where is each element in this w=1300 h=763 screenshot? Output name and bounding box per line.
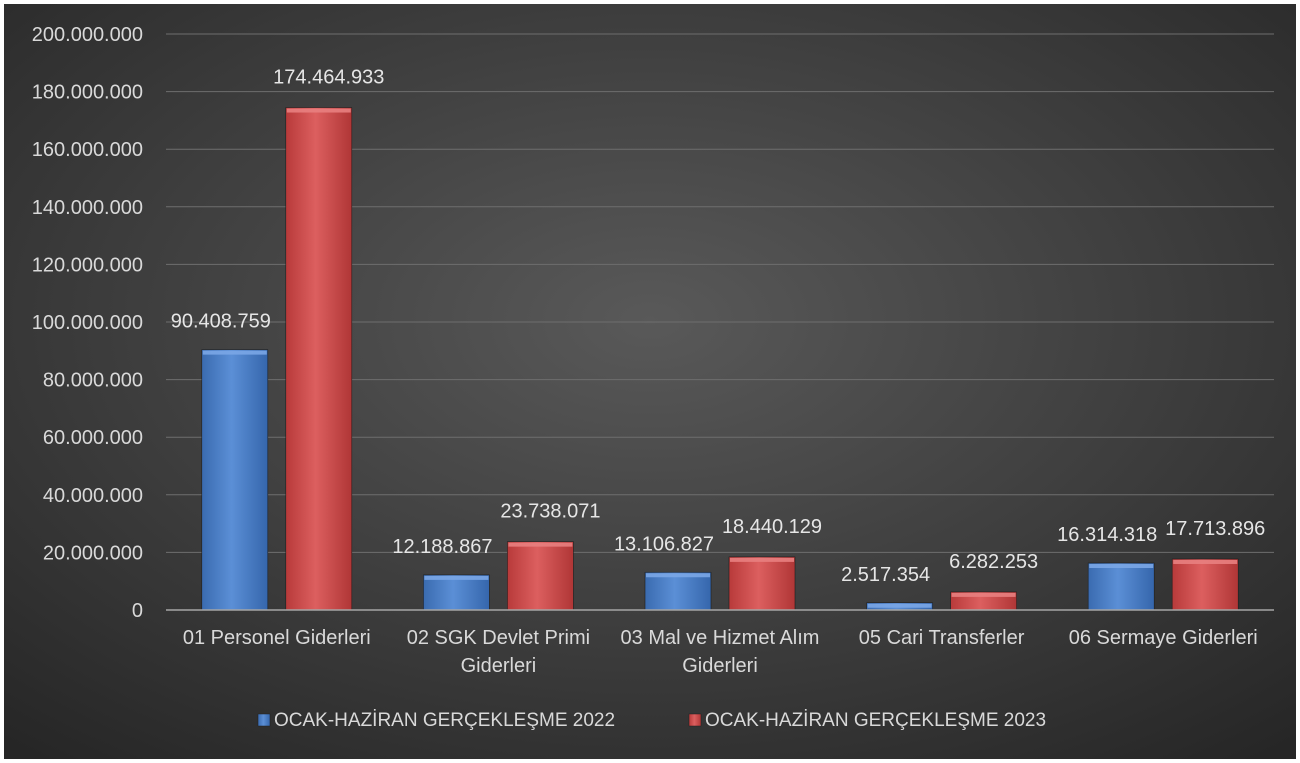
data-label: 90.408.759: [171, 311, 271, 333]
data-label: 174.464.933: [273, 67, 384, 89]
data-label: 6.282.253: [949, 551, 1038, 573]
y-tick-label: 60.000.000: [43, 427, 143, 449]
data-label: 17.713.896: [1165, 518, 1265, 540]
bar-2023: [1171, 558, 1239, 611]
legend-label: OCAK-HAZİRAN GERÇEKLEŞME 2022: [274, 710, 615, 731]
bar-top-bevel: [286, 108, 351, 113]
x-category-label: 06 Sermaye Giderleri: [1069, 627, 1258, 649]
y-tick-label: 200.000.000: [32, 24, 143, 46]
y-tick-label: 20.000.000: [43, 542, 143, 564]
x-category-label: Giderleri: [682, 655, 758, 677]
x-category-label: 01 Personel Giderleri: [183, 627, 371, 649]
x-category-label: 02 SGK Devlet Primi: [407, 627, 590, 649]
bar-top-bevel: [508, 542, 573, 547]
bars: [201, 107, 1239, 611]
data-label: 18.440.129: [722, 516, 822, 538]
y-tick-label: 0: [132, 600, 143, 622]
legend-swatch-2022: [257, 713, 271, 727]
data-label: 13.106.827: [614, 533, 714, 555]
legend: OCAK-HAZİRAN GERÇEKLEŞME 2022 OCAK-HAZİRA…: [257, 710, 1046, 731]
bar-top-bevel: [730, 557, 794, 562]
data-label: 23.738.071: [500, 501, 600, 523]
bar-top-bevel: [424, 575, 489, 580]
y-tick-label: 40.000.000: [43, 485, 143, 507]
y-tick-label: 160.000.000: [32, 139, 143, 161]
bar-top-bevel: [1173, 559, 1238, 564]
legend-swatch-2023: [688, 713, 702, 727]
y-tick-label: 120.000.000: [32, 254, 143, 276]
x-category-label: 05 Cari Transferler: [859, 627, 1025, 649]
data-label: 2.517.354: [841, 564, 930, 586]
bar-2022: [644, 571, 712, 611]
y-tick-label: 100.000.000: [32, 312, 143, 334]
bar-2023: [507, 541, 574, 611]
y-tick-label: 180.000.000: [32, 82, 143, 104]
bar-top-bevel: [867, 603, 932, 608]
chart-container: 90.408.759 174.464.933 12.188.867 23.738.07…: [4, 4, 1296, 759]
bar-chart: 90.408.759 174.464.933 12.188.867 23.738.07…: [4, 4, 1296, 759]
bar-2022: [423, 574, 490, 611]
y-tick-label: 80.000.000: [43, 370, 143, 392]
bar-2022: [201, 349, 269, 611]
x-category-label: Giderleri: [461, 655, 537, 677]
bar-top-bevel: [1089, 564, 1154, 569]
bar-2023: [285, 107, 353, 611]
bar-top-bevel: [202, 350, 267, 355]
legend-label: OCAK-HAZİRAN GERÇEKLEŞME 2023: [705, 710, 1046, 731]
axes: 0 20.000.000 40.000.000 60.000.000 80.000.00…: [32, 24, 1274, 677]
bar-top-bevel: [951, 592, 1016, 597]
x-category-label: 03 Mal ve Hizmet Alım: [621, 627, 820, 649]
bar-2022: [1087, 562, 1155, 611]
bar-top-bevel: [646, 573, 710, 578]
data-label: 12.188.867: [392, 536, 492, 558]
y-tick-label: 140.000.000: [32, 197, 143, 219]
data-labels: 90.408.759 174.464.933 12.188.867 23.738.07…: [171, 67, 1266, 586]
bar-2023: [728, 556, 796, 611]
data-label: 16.314.318: [1057, 524, 1157, 546]
